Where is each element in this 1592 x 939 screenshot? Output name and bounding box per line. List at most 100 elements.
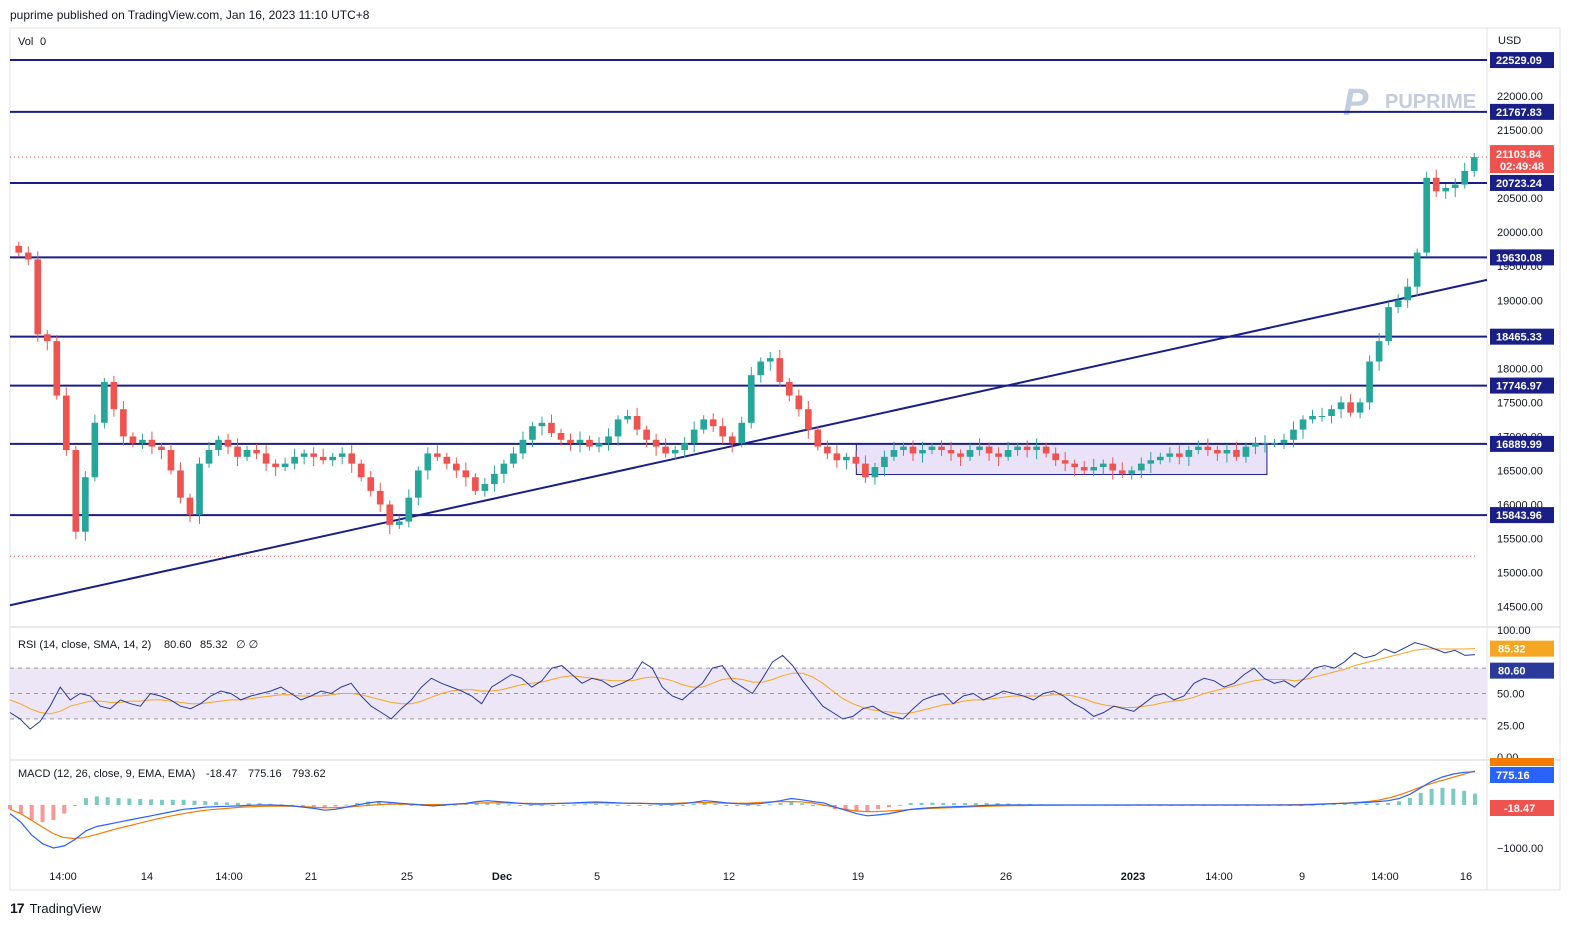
candle-body bbox=[1071, 463, 1079, 468]
candle-body bbox=[871, 467, 879, 478]
candle-body bbox=[900, 446, 907, 451]
candle-body bbox=[1375, 341, 1383, 362]
candle-body bbox=[101, 381, 108, 423]
macd-histogram-bar bbox=[149, 799, 154, 805]
candle-body bbox=[1385, 307, 1392, 342]
y-tick-label: 20500.00 bbox=[1497, 193, 1543, 205]
candle-body bbox=[243, 450, 251, 457]
candle-body bbox=[281, 463, 289, 468]
macd-histogram-bar bbox=[1321, 804, 1326, 806]
candle-body bbox=[1137, 463, 1145, 471]
candle-body bbox=[1290, 429, 1297, 440]
candle-body bbox=[91, 422, 99, 478]
candle-body bbox=[319, 456, 327, 461]
tradingview-brand[interactable]: TradingView bbox=[29, 900, 102, 916]
macd-histogram-bar bbox=[518, 805, 523, 806]
macd-histogram-bar bbox=[192, 800, 197, 805]
candle-body bbox=[395, 521, 403, 525]
macd-histogram-bar bbox=[225, 802, 230, 805]
watermark-text: PUPRIME bbox=[1385, 91, 1476, 113]
candle-body bbox=[338, 453, 346, 457]
candle-body bbox=[548, 422, 555, 434]
macd-histogram-bar bbox=[311, 805, 316, 807]
macd-histogram-bar bbox=[919, 802, 924, 805]
macd-histogram-bar bbox=[1006, 803, 1011, 805]
macd-histogram-bar bbox=[1386, 802, 1391, 805]
x-tick-label: 26 bbox=[1000, 871, 1012, 883]
rsi-y-tick: 100.00 bbox=[1497, 625, 1531, 637]
macd-line bbox=[9, 771, 1476, 849]
macd-histogram-bar bbox=[952, 803, 957, 805]
candle-body bbox=[224, 439, 232, 447]
candle-body bbox=[519, 439, 527, 454]
candle-body bbox=[881, 456, 888, 468]
macd-histogram-bar bbox=[865, 805, 870, 812]
macd-histogram-bar bbox=[626, 805, 631, 806]
candle-body bbox=[843, 456, 850, 461]
macd-histogram-bar bbox=[1364, 803, 1369, 805]
level-price-label: 20723.24 bbox=[1496, 178, 1543, 190]
candle-body bbox=[1204, 446, 1212, 451]
candle-body bbox=[976, 446, 983, 451]
footer: 17 TradingView bbox=[10, 900, 101, 916]
x-tick-label: 14:00 bbox=[49, 871, 77, 883]
macd-histogram-bar bbox=[789, 801, 794, 805]
macd-histogram-bar bbox=[1017, 803, 1022, 805]
candle-body bbox=[424, 453, 432, 471]
candle-body bbox=[481, 484, 489, 491]
macd-histogram-bar bbox=[561, 804, 566, 806]
candle-body bbox=[1233, 450, 1240, 457]
candle-body bbox=[1451, 184, 1459, 188]
candle-body bbox=[234, 446, 241, 457]
candle-body bbox=[614, 419, 622, 437]
level-price-label: 19630.08 bbox=[1496, 252, 1542, 264]
candle-body bbox=[186, 497, 194, 515]
candle-body bbox=[110, 381, 118, 410]
macd-histogram-bar bbox=[116, 798, 121, 805]
rsi-sma-tag-label: 85.32 bbox=[1498, 644, 1526, 656]
candle-body bbox=[24, 252, 32, 260]
macd-histogram-bar bbox=[908, 803, 913, 805]
macd-histogram-bar bbox=[876, 805, 881, 810]
x-tick-label: 14:00 bbox=[1205, 871, 1233, 883]
y-tick-label: 14500.00 bbox=[1497, 602, 1543, 614]
y-tick-label: 21500.00 bbox=[1497, 125, 1543, 137]
macd-histogram-bar bbox=[778, 803, 783, 805]
candle-body bbox=[1214, 450, 1221, 454]
rsi-sma-line bbox=[9, 648, 1476, 715]
macd-signal-header: 793.62 bbox=[292, 768, 326, 780]
candle-body bbox=[405, 497, 413, 522]
macd-histogram-bar bbox=[1451, 788, 1456, 805]
candle-body bbox=[357, 463, 365, 478]
macd-histogram-bar bbox=[800, 803, 805, 805]
candle-body bbox=[1109, 463, 1117, 471]
candle-body bbox=[1461, 170, 1469, 185]
candle-body bbox=[1318, 415, 1326, 417]
macd-histogram-bar bbox=[594, 803, 598, 805]
x-tick-label: 25 bbox=[401, 871, 413, 883]
macd-title: MACD (12, 26, close, 9, EMA, EMA) bbox=[18, 768, 195, 780]
candle-body bbox=[1080, 467, 1088, 471]
macd-hist-tag-label: -18.47 bbox=[1504, 803, 1535, 815]
macd-histogram-bar bbox=[735, 805, 740, 806]
candle-body bbox=[1033, 446, 1040, 451]
macd-histogram-bar bbox=[485, 802, 490, 805]
macd-tag-label: 775.16 bbox=[1496, 770, 1530, 782]
candle-body bbox=[995, 453, 1002, 457]
x-tick-label: 9 bbox=[1299, 871, 1305, 883]
candle-body bbox=[82, 477, 89, 532]
macd-histogram-bar bbox=[702, 802, 707, 805]
macd-histogram-bar bbox=[713, 803, 718, 805]
candle-body bbox=[443, 456, 451, 464]
candle-body bbox=[1223, 450, 1231, 454]
candle-body bbox=[1423, 177, 1431, 253]
rsi-tag-label: 80.60 bbox=[1498, 666, 1526, 678]
candle-body bbox=[1242, 446, 1250, 457]
candle-body bbox=[1366, 361, 1373, 403]
candle-body bbox=[43, 334, 51, 342]
macd-histogram-bar bbox=[290, 804, 295, 806]
x-tick-label: 19 bbox=[852, 871, 864, 883]
candle-body bbox=[928, 446, 936, 451]
macd-histogram-bar bbox=[344, 804, 349, 806]
